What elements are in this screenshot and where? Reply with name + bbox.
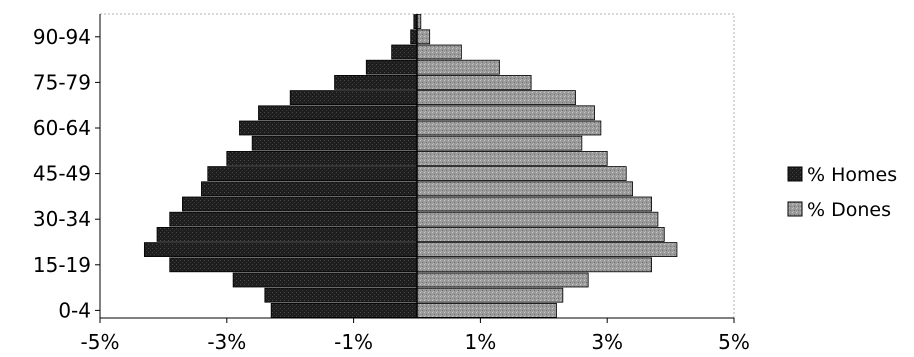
bar-homes-65-69	[258, 105, 418, 121]
bar-homes-0-4	[270, 303, 418, 318]
bar-dones-20-24	[416, 242, 678, 257]
series-homes	[143, 14, 418, 318]
bar-homes-60-64	[239, 120, 418, 136]
bar-dones-85-89	[416, 44, 462, 60]
bar-dones-0-4	[416, 303, 557, 318]
legend-swatch-homes	[787, 166, 803, 182]
y-tick-label: 15-19	[33, 253, 91, 277]
bar-homes-80-84	[365, 59, 418, 75]
series-dones	[416, 14, 678, 318]
x-tick-label: 3%	[591, 330, 623, 354]
bar-dones-45-49	[416, 166, 627, 181]
x-tick-label: -5%	[81, 330, 120, 354]
legend-swatch-dones	[787, 201, 803, 217]
bar-dones-80-84	[416, 59, 500, 75]
y-tick-label: 30-34	[33, 207, 91, 231]
bar-homes-85-89	[391, 44, 418, 60]
bar-homes-75-79	[334, 75, 418, 90]
x-tick-label: -3%	[207, 330, 246, 354]
x-tick-label: 5%	[718, 330, 750, 354]
y-tick-label: 45-49	[33, 162, 91, 186]
bar-homes-15-19	[169, 257, 418, 273]
y-tick-label: 90-94	[33, 25, 91, 49]
x-axis-ticks: -5% -3% -1% 1% 3% 5%	[81, 318, 750, 354]
x-tick-label: 1%	[465, 330, 497, 354]
bar-dones-30-34	[416, 211, 659, 227]
bar-dones-90-94	[416, 29, 431, 45]
bar-homes-45-49	[207, 166, 418, 181]
bar-homes-25-29	[156, 227, 418, 242]
bar-dones-15-19	[416, 257, 652, 273]
legend: % Homes % Dones	[787, 164, 897, 221]
bar-dones-35-39	[416, 196, 652, 212]
legend-label-homes: % Homes	[807, 164, 897, 186]
bar-homes-20-24	[143, 242, 418, 257]
bar-homes-70-74	[289, 90, 418, 105]
y-axis-ticks: 0-4 15-19 30-34 45-49 60-64 75-79 90-94	[33, 25, 100, 322]
bar-homes-50-54	[226, 151, 418, 166]
bar-homes-90-94	[410, 29, 418, 45]
bar-dones-75-79	[416, 75, 532, 90]
bar-dones-5-9	[416, 287, 564, 303]
bar-dones-50-54	[416, 151, 608, 166]
y-tick-label: 0-4	[58, 298, 91, 322]
bar-homes-40-44	[201, 181, 418, 197]
bar-dones-65-69	[416, 105, 595, 121]
bar-homes-5-9	[264, 287, 418, 303]
bar-homes-55-59	[251, 135, 418, 151]
y-tick-label: 75-79	[33, 70, 91, 94]
bar-dones-55-59	[416, 135, 583, 151]
bar-dones-25-29	[416, 227, 665, 242]
bar-dones-10-14	[416, 272, 589, 288]
bar-dones-70-74	[416, 90, 576, 105]
y-tick-label: 60-64	[33, 116, 91, 140]
bar-dones-40-44	[416, 181, 633, 197]
bar-homes-35-39	[182, 196, 418, 212]
bar-homes-30-34	[169, 211, 418, 227]
bar-homes-10-14	[232, 272, 418, 288]
bar-dones-60-64	[416, 120, 602, 136]
legend-label-dones: % Dones	[807, 199, 891, 221]
x-tick-label: -1%	[334, 330, 373, 354]
